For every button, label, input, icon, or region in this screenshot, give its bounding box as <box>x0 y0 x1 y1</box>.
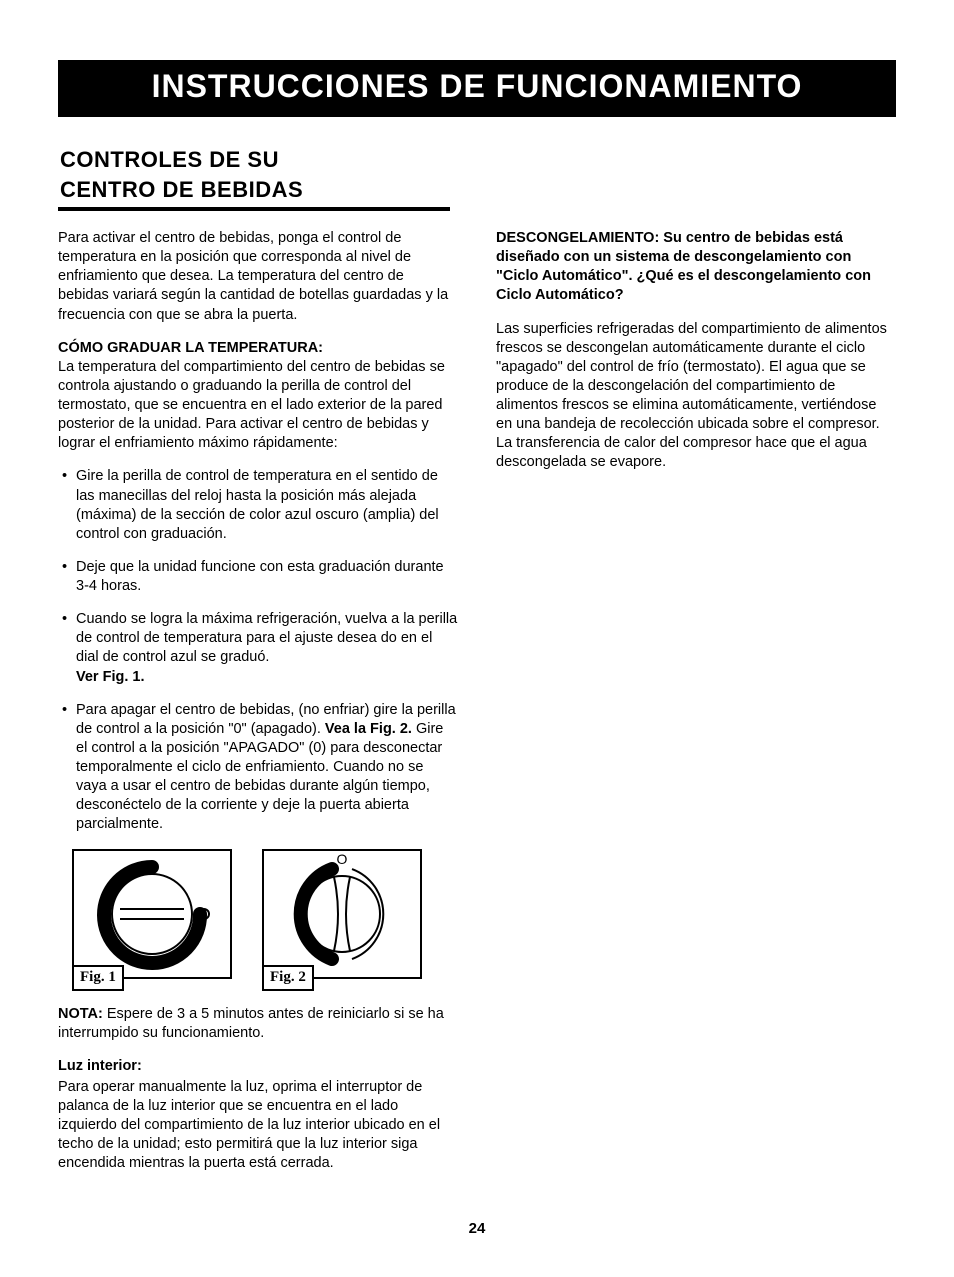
temperature-heading: CÓMO GRADUAR LA TEMPERATURA: <box>58 340 323 356</box>
defrost-heading: DESCONGELAMIENTO: Su centro de bebidas e… <box>496 229 896 306</box>
figure-1: Fig. 1 <box>72 849 232 991</box>
list-item-text: Gire el control a la posición "APAGADO" … <box>76 721 443 833</box>
svg-text:O: O <box>337 851 348 867</box>
banner-title: INSTRUCCIONES DE FUNCIONAMIENTO <box>58 60 896 117</box>
list-item: Cuando se logra la máxima refrigeración,… <box>58 610 458 687</box>
nota-body: Espere de 3 a 5 minutos antes de reinici… <box>58 1006 444 1041</box>
figure-2: O Fig. 2 <box>262 849 422 991</box>
section-rule <box>58 207 450 211</box>
page: INSTRUCCIONES DE FUNCIONAMIENTO CONTROLE… <box>0 0 954 1277</box>
two-column-layout: Para activar el centro de bebidas, ponga… <box>58 229 896 1188</box>
fig-reference: Vea la Fig. 2. <box>325 721 412 737</box>
instruction-list: Gire la perilla de control de temperatur… <box>58 467 458 834</box>
luz-heading: Luz interior: <box>58 1057 458 1076</box>
figures-row: Fig. 1 O Fig. 2 <box>58 849 458 991</box>
defrost-body: Las superficies refrigeradas del compart… <box>496 320 896 473</box>
page-number: 24 <box>58 1220 896 1237</box>
right-column: DESCONGELAMIENTO: Su centro de bebidas e… <box>496 229 896 1188</box>
luz-body: Para operar manualmente la luz, oprima e… <box>58 1078 458 1174</box>
figure-1-label: Fig. 1 <box>72 965 124 991</box>
nota-paragraph: NOTA: Espere de 3 a 5 minutos antes de r… <box>58 1005 458 1043</box>
temperature-body: La temperatura del compartimiento del ce… <box>58 359 445 452</box>
section-heading-line1: CONTROLES DE SU <box>58 147 896 173</box>
temperature-paragraph: CÓMO GRADUAR LA TEMPERATURA: La temperat… <box>58 339 458 454</box>
left-column: Para activar el centro de bebidas, ponga… <box>58 229 458 1188</box>
section-heading-line2: CENTRO DE BEBIDAS <box>58 177 896 203</box>
list-item: Gire la perilla de control de temperatur… <box>58 467 458 544</box>
nota-label: NOTA: <box>58 1006 103 1022</box>
figure-2-label: Fig. 2 <box>262 965 314 991</box>
list-item-text: Cuando se logra la máxima refrigeración,… <box>76 611 457 665</box>
fig-reference: Ver Fig. 1. <box>76 669 145 685</box>
intro-paragraph: Para activar el centro de bebidas, ponga… <box>58 229 458 325</box>
list-item: Deje que la unidad funcione con esta gra… <box>58 558 458 596</box>
list-item: Para apagar el centro de bebidas, (no en… <box>58 701 458 835</box>
